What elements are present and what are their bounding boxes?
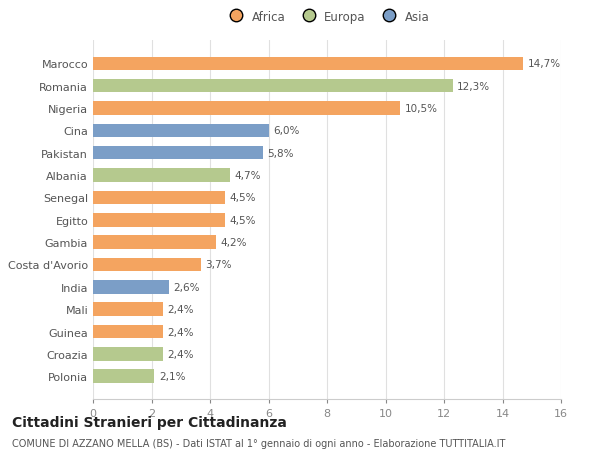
Text: 10,5%: 10,5% bbox=[404, 104, 437, 114]
Bar bbox=[93, 169, 230, 182]
Bar bbox=[93, 80, 453, 93]
Bar bbox=[93, 280, 169, 294]
Text: 2,4%: 2,4% bbox=[167, 304, 194, 314]
Text: 4,2%: 4,2% bbox=[220, 238, 247, 247]
Text: 14,7%: 14,7% bbox=[527, 59, 560, 69]
Bar bbox=[93, 147, 263, 160]
Text: 4,5%: 4,5% bbox=[229, 193, 256, 203]
Text: 12,3%: 12,3% bbox=[457, 82, 490, 91]
Text: COMUNE DI AZZANO MELLA (BS) - Dati ISTAT al 1° gennaio di ogni anno - Elaborazio: COMUNE DI AZZANO MELLA (BS) - Dati ISTAT… bbox=[12, 438, 505, 448]
Text: 3,7%: 3,7% bbox=[206, 260, 232, 270]
Text: 6,0%: 6,0% bbox=[273, 126, 299, 136]
Text: 2,6%: 2,6% bbox=[173, 282, 200, 292]
Bar bbox=[93, 347, 163, 361]
Bar bbox=[93, 57, 523, 71]
Bar bbox=[93, 258, 201, 272]
Text: 2,4%: 2,4% bbox=[167, 349, 194, 359]
Bar bbox=[93, 102, 400, 116]
Bar bbox=[93, 236, 216, 249]
Bar bbox=[93, 369, 154, 383]
Legend: Africa, Europa, Asia: Africa, Europa, Asia bbox=[220, 6, 434, 28]
Text: Cittadini Stranieri per Cittadinanza: Cittadini Stranieri per Cittadinanza bbox=[12, 415, 287, 429]
Text: 2,4%: 2,4% bbox=[167, 327, 194, 337]
Bar bbox=[93, 325, 163, 338]
Bar bbox=[93, 303, 163, 316]
Text: 4,7%: 4,7% bbox=[235, 171, 262, 181]
Bar bbox=[93, 191, 224, 205]
Text: 2,1%: 2,1% bbox=[159, 371, 185, 381]
Bar bbox=[93, 213, 224, 227]
Text: 5,8%: 5,8% bbox=[267, 148, 293, 158]
Text: 4,5%: 4,5% bbox=[229, 215, 256, 225]
Bar bbox=[93, 124, 269, 138]
